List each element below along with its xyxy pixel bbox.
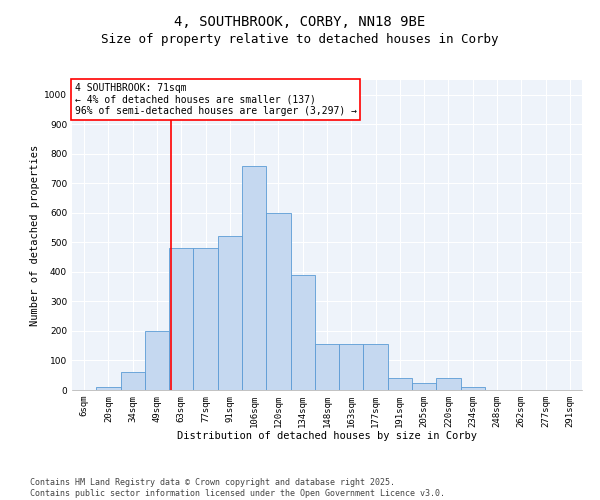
Bar xyxy=(339,344,364,390)
Bar xyxy=(461,387,485,390)
Bar xyxy=(145,331,169,390)
Bar xyxy=(169,248,193,390)
Text: 4 SOUTHBROOK: 71sqm
← 4% of detached houses are smaller (137)
96% of semi-detach: 4 SOUTHBROOK: 71sqm ← 4% of detached hou… xyxy=(74,83,356,116)
X-axis label: Distribution of detached houses by size in Corby: Distribution of detached houses by size … xyxy=(177,432,477,442)
Bar xyxy=(193,248,218,390)
Text: 4, SOUTHBROOK, CORBY, NN18 9BE: 4, SOUTHBROOK, CORBY, NN18 9BE xyxy=(175,15,425,29)
Bar xyxy=(266,213,290,390)
Bar xyxy=(218,236,242,390)
Y-axis label: Number of detached properties: Number of detached properties xyxy=(30,144,40,326)
Bar xyxy=(388,378,412,390)
Text: Size of property relative to detached houses in Corby: Size of property relative to detached ho… xyxy=(101,32,499,46)
Bar xyxy=(412,382,436,390)
Bar xyxy=(121,372,145,390)
Bar xyxy=(436,378,461,390)
Bar xyxy=(364,344,388,390)
Text: Contains HM Land Registry data © Crown copyright and database right 2025.
Contai: Contains HM Land Registry data © Crown c… xyxy=(30,478,445,498)
Bar xyxy=(290,275,315,390)
Bar xyxy=(96,387,121,390)
Bar xyxy=(315,344,339,390)
Bar xyxy=(242,166,266,390)
